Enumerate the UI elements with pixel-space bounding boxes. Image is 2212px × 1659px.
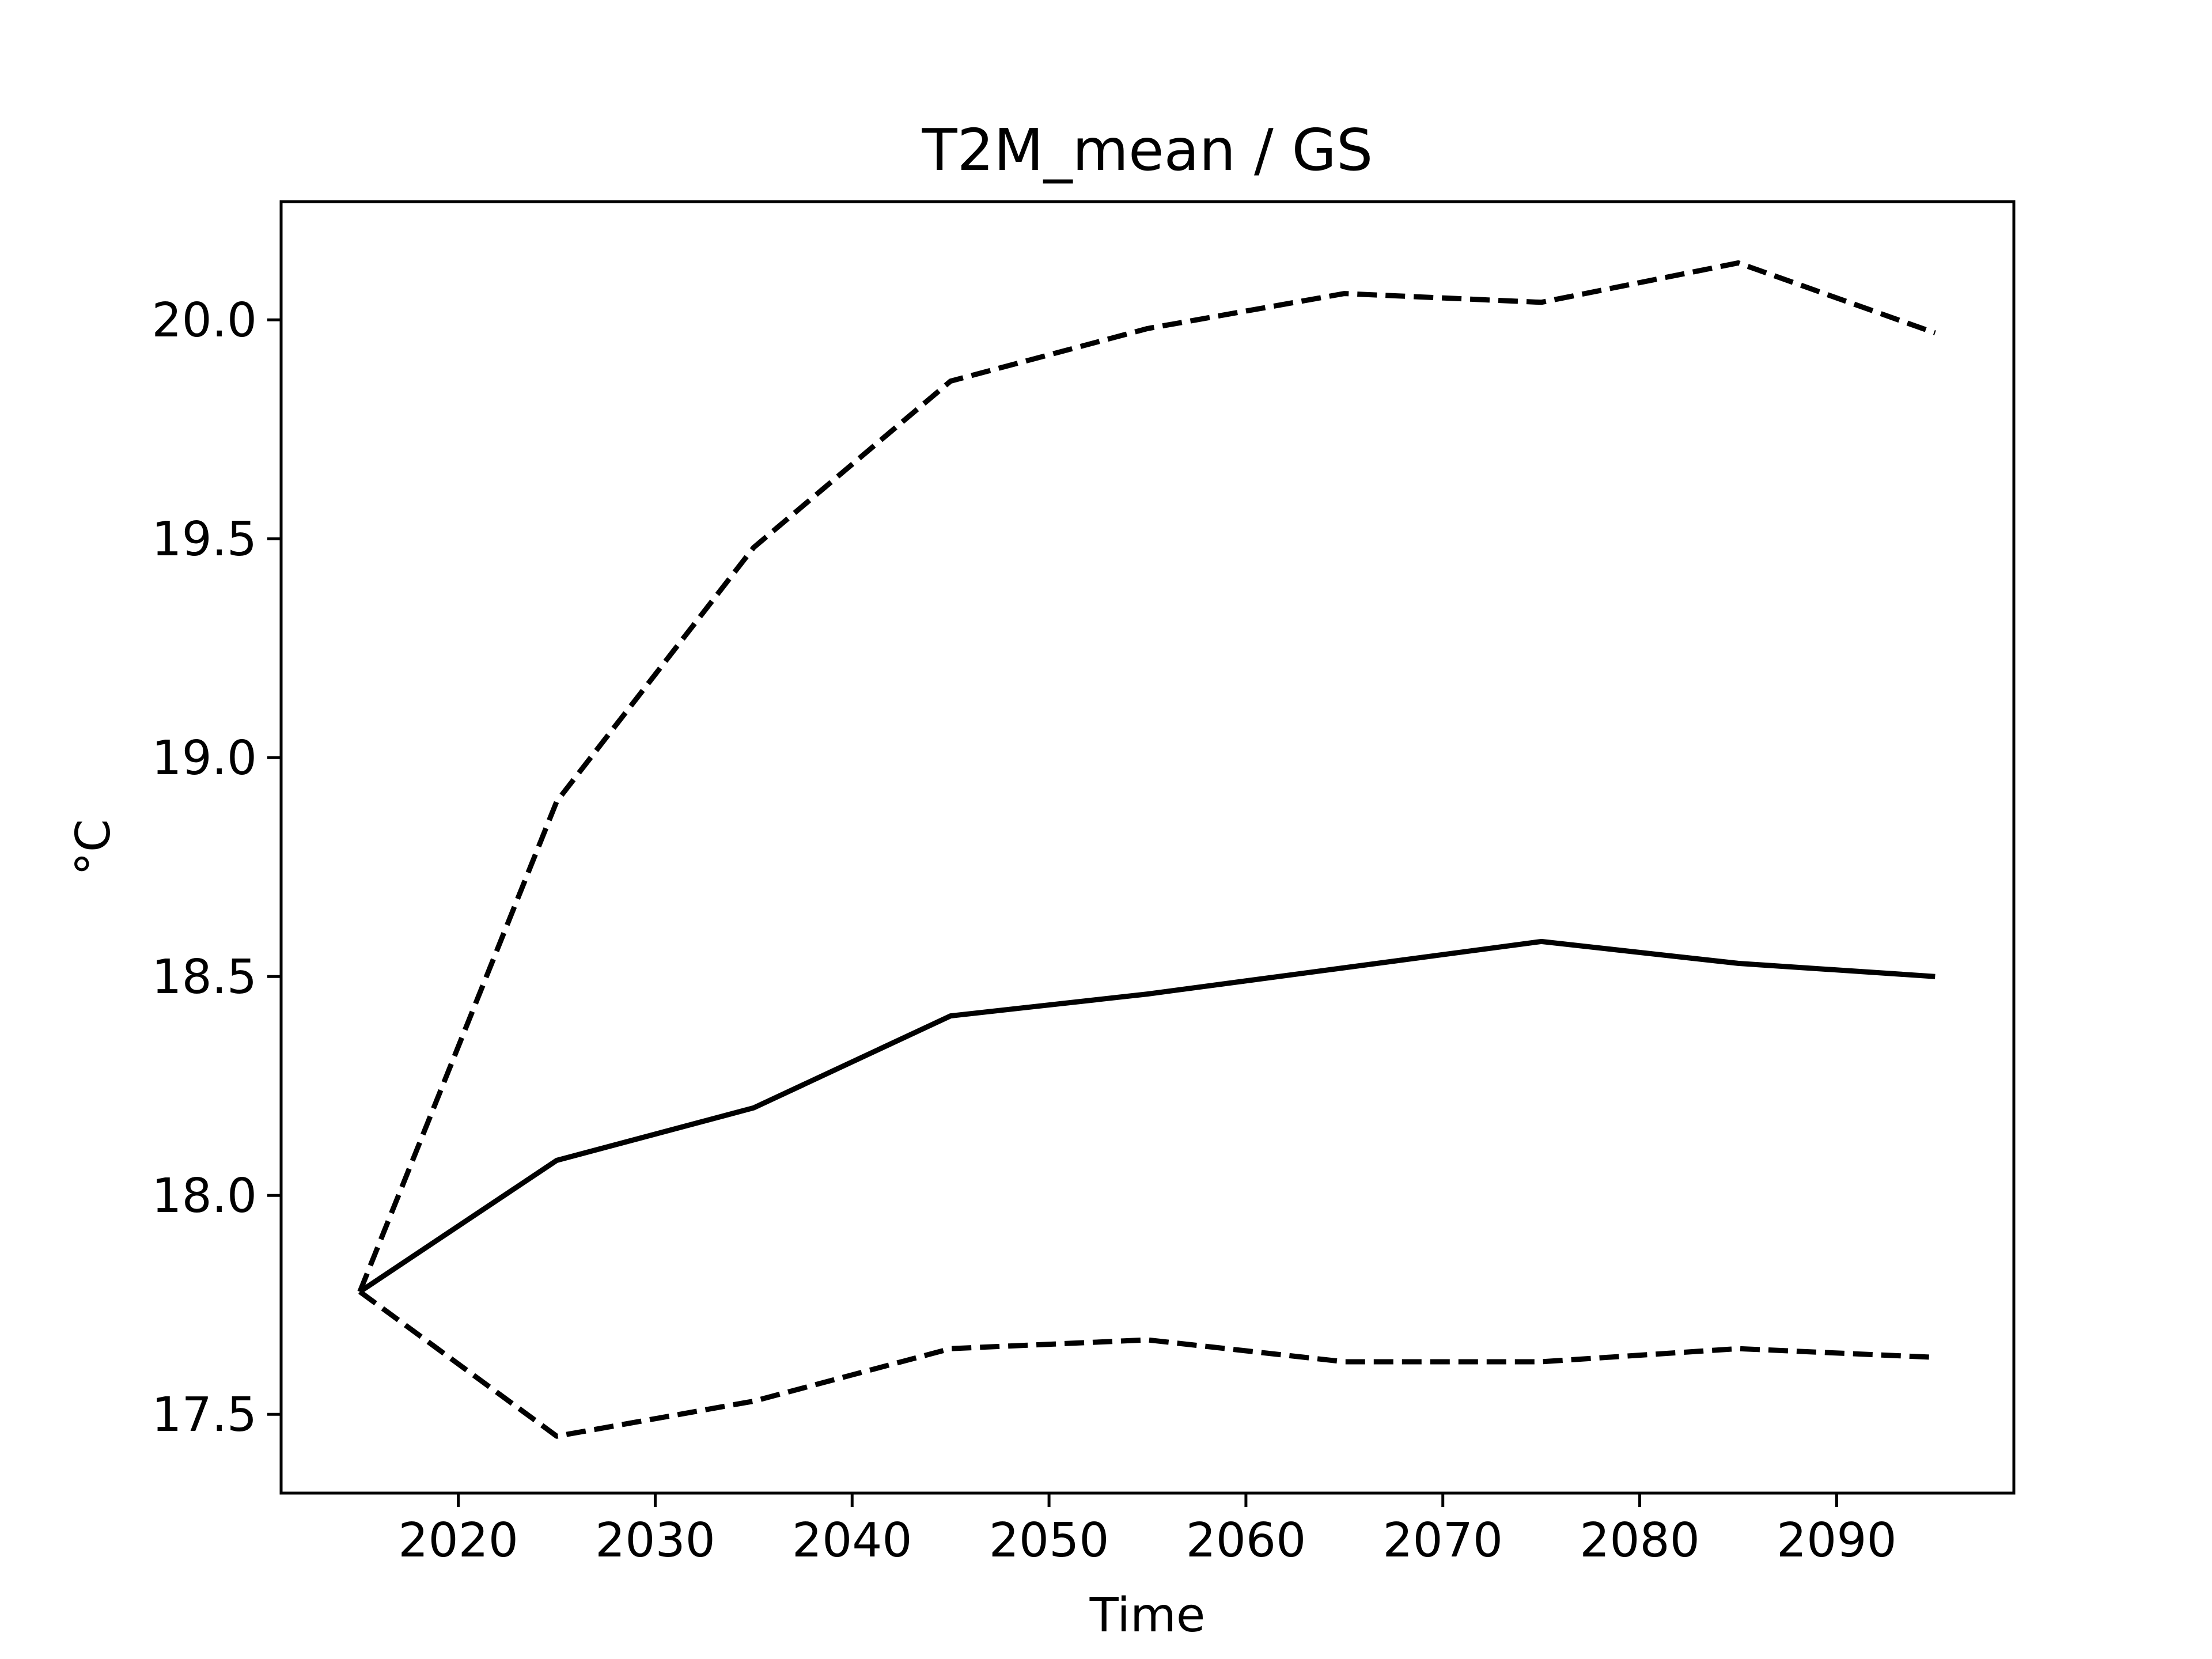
chart-title: T2M_mean / GS	[922, 116, 1373, 184]
y-tick-label: 17.5	[151, 1388, 257, 1442]
plot-frame	[279, 200, 2016, 1495]
y-tick-label: 20.0	[151, 293, 257, 348]
plot-lines	[357, 260, 1936, 1439]
y-tick-label: 18.5	[151, 950, 257, 1005]
x-tick-label: 2020	[398, 1513, 518, 1568]
x-tick-label: 2040	[792, 1513, 912, 1568]
x-tick-label: 2060	[1186, 1513, 1306, 1568]
y-tick-label: 19.5	[151, 512, 257, 567]
y-axis-label: °C	[66, 819, 121, 876]
y-axis: 17.5 18.0 18.5 19.0 19.5 20.0	[151, 293, 281, 1442]
x-tick-label: 2090	[1777, 1513, 1897, 1568]
x-tick-label: 2030	[595, 1513, 715, 1568]
x-axis: 2020 2030 2040 2050 2060 2070 2080 2090	[398, 1493, 1897, 1568]
x-tick-label: 2080	[1580, 1513, 1700, 1568]
x-axis-label: Time	[1089, 1588, 1206, 1643]
y-tick-label: 18.0	[151, 1169, 257, 1224]
series-line-3	[358, 1289, 1936, 1439]
series-line-1	[357, 260, 1936, 1293]
series-line-2	[358, 938, 1936, 1294]
x-tick-label: 2070	[1382, 1513, 1503, 1568]
y-tick-label: 19.0	[151, 731, 257, 786]
x-tick-label: 2050	[989, 1513, 1109, 1568]
